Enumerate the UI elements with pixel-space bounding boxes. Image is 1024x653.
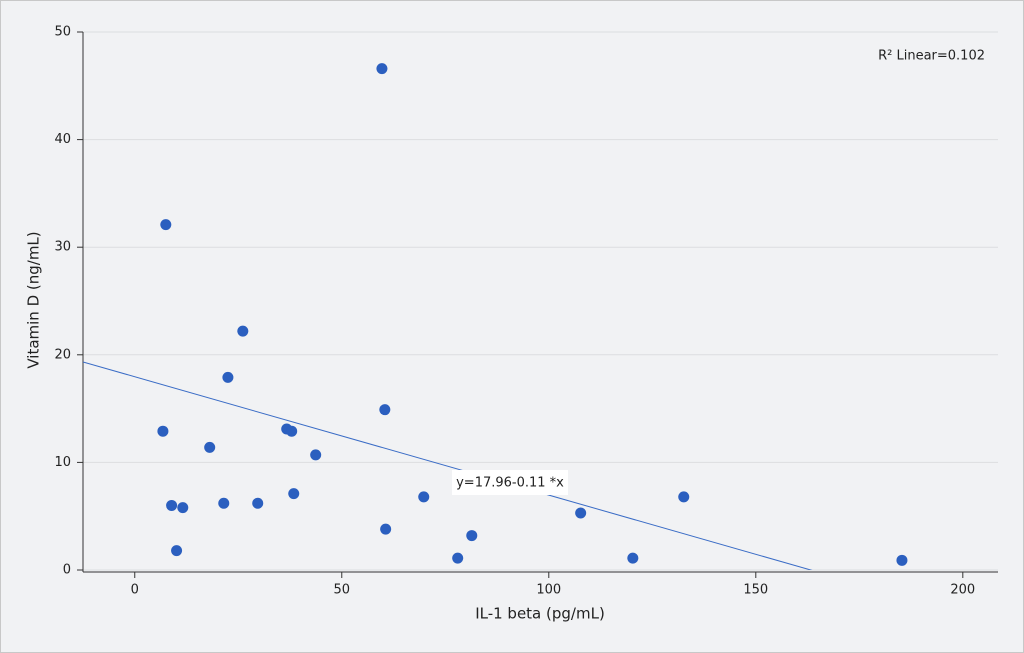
point bbox=[466, 530, 478, 542]
point bbox=[222, 371, 234, 383]
point bbox=[288, 488, 300, 500]
y-tick-label: 30 bbox=[54, 240, 71, 255]
fit-label-box bbox=[452, 470, 568, 495]
point bbox=[896, 554, 908, 566]
point bbox=[418, 491, 430, 503]
fit-label: y=17.96-0.11 *x bbox=[456, 476, 564, 491]
x-tick-label: 50 bbox=[333, 583, 350, 598]
x-axis-title: IL-1 beta (pg/mL) bbox=[475, 605, 605, 623]
y-tick-label: 10 bbox=[54, 455, 71, 470]
point bbox=[380, 523, 392, 535]
point bbox=[678, 491, 690, 503]
point bbox=[160, 219, 172, 231]
x-tick-label: 100 bbox=[536, 583, 561, 598]
point bbox=[575, 507, 587, 519]
point bbox=[157, 425, 169, 437]
r-squared: R² Linear=0.102 bbox=[878, 49, 985, 64]
point bbox=[627, 552, 639, 564]
y-tick-label: 0 bbox=[63, 563, 71, 578]
point bbox=[252, 497, 264, 509]
point bbox=[166, 499, 178, 511]
point bbox=[177, 502, 189, 514]
point bbox=[204, 441, 216, 453]
point bbox=[171, 545, 183, 557]
point bbox=[237, 325, 249, 337]
y-tick-label: 50 bbox=[54, 25, 71, 40]
y-tick-label: 40 bbox=[54, 132, 71, 147]
point bbox=[286, 425, 298, 437]
y-tick-label: 20 bbox=[54, 347, 71, 362]
x-tick-label: 200 bbox=[950, 583, 975, 598]
point bbox=[376, 63, 388, 75]
point bbox=[310, 449, 322, 461]
y-axis-title: Vitamin D (ng/mL) bbox=[25, 231, 43, 368]
point bbox=[218, 497, 230, 509]
point bbox=[452, 552, 464, 564]
x-tick-label: 0 bbox=[131, 583, 139, 598]
x-tick-label: 150 bbox=[743, 583, 768, 598]
point bbox=[379, 404, 391, 416]
